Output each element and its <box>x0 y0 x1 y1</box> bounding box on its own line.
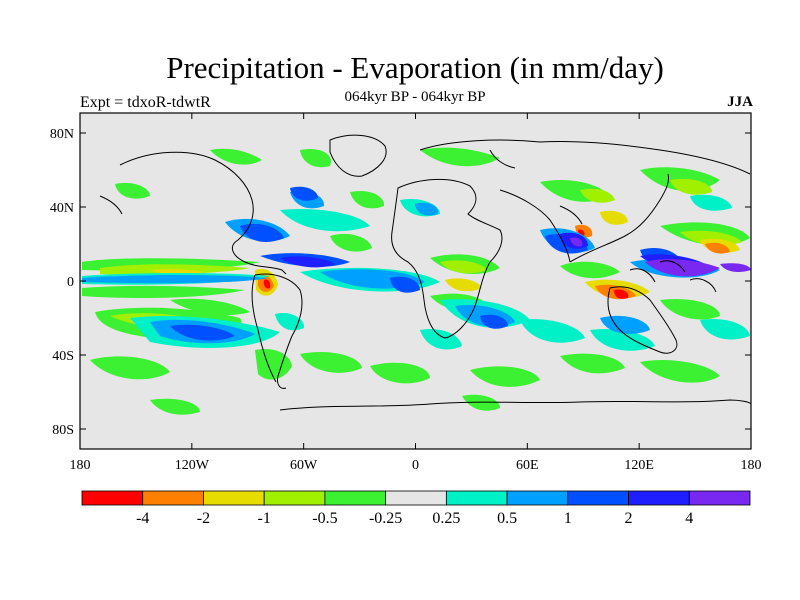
colorbar-swatch <box>688 490 751 506</box>
lat-label: 40N <box>50 201 74 216</box>
lat-label: 0 <box>67 275 74 290</box>
colorbar-swatch <box>263 490 326 506</box>
colorbar-label: 0.25 <box>432 510 460 527</box>
colorbar-swatch <box>324 490 387 506</box>
colorbar-label: -4 <box>136 510 149 527</box>
lon-label: 60W <box>290 458 318 473</box>
colorbar-swatch <box>81 490 144 506</box>
longitude-axis: 180 120W 60W 0 60E 120E 180 <box>70 113 762 473</box>
lon-label: 0 <box>412 458 419 473</box>
colorbar-label: -0.5 <box>312 510 337 527</box>
colorbar-label: -2 <box>197 510 210 527</box>
lon-label: 180 <box>741 458 762 473</box>
experiment-label: Expt = tdxoR-tdwtR <box>80 94 211 111</box>
colorbar-labels: -4 -2 -1 -0.5 -0.25 0.25 0.5 1 2 4 <box>136 510 693 527</box>
lon-label: 60E <box>516 458 539 473</box>
precipitation-field <box>82 134 751 415</box>
colorbar-swatch <box>628 490 690 506</box>
colorbar-label: 1 <box>564 510 572 527</box>
colorbar-swatch <box>445 490 508 506</box>
colorbar-label: 2 <box>625 510 633 527</box>
lon-label: 120W <box>175 458 210 473</box>
colorbar-label: -1 <box>258 510 271 527</box>
lat-label: 80S <box>52 423 74 438</box>
colorbar-swatch <box>203 490 265 506</box>
colorbar <box>81 490 751 506</box>
colorbar-label: -0.25 <box>369 510 402 527</box>
lon-label: 180 <box>70 458 91 473</box>
plot-title: Precipitation - Evaporation (in mm/day) <box>166 50 664 85</box>
latitude-axis: 80N 40N 0 40S 80S <box>50 127 751 438</box>
lon-label: 120E <box>624 458 654 473</box>
colorbar-swatch <box>567 490 629 506</box>
colorbar-swatch <box>506 490 569 506</box>
season-label: JJA <box>727 94 753 110</box>
colorbar-label: 0.5 <box>497 510 517 527</box>
lat-label: 40S <box>52 349 74 364</box>
colorbar-swatch <box>385 490 447 506</box>
colorbar-swatch <box>142 490 204 506</box>
lat-label: 80N <box>50 127 74 142</box>
colorbar-label: 4 <box>685 510 693 527</box>
plot-subtitle: 064kyr BP - 064kyr BP <box>344 89 486 105</box>
coastlines <box>99 134 751 411</box>
